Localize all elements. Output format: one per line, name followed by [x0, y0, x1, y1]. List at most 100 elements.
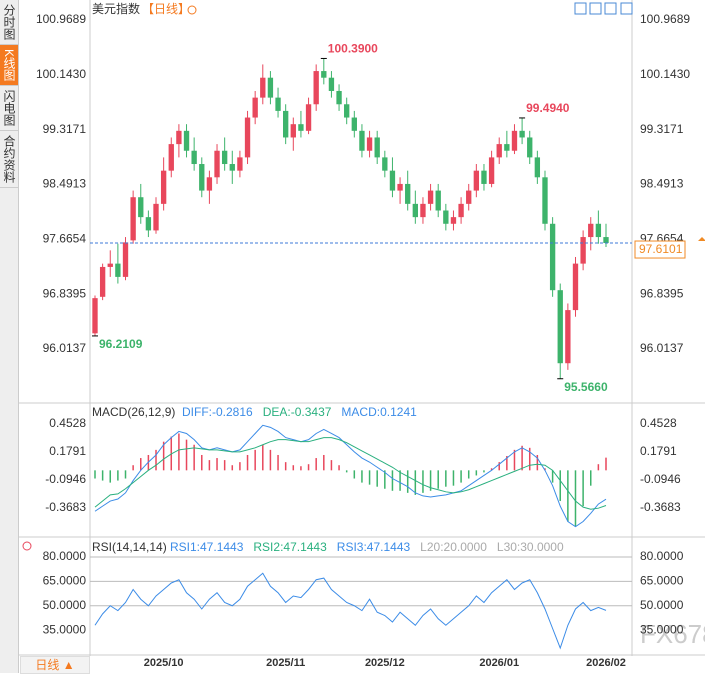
candle-body [603, 237, 609, 244]
candle-body [366, 137, 373, 151]
macd-bar [536, 454, 539, 471]
macd-bar [345, 470, 348, 473]
macd-bar [490, 468, 493, 471]
candle-body [450, 217, 457, 224]
candle-body [397, 183, 403, 191]
candle-body [275, 97, 281, 111]
macd-bar [284, 462, 287, 471]
y-tick-label: -0.0946 [640, 472, 681, 486]
candle-body [176, 130, 182, 145]
candle-body [221, 150, 228, 165]
candle-body [443, 210, 449, 224]
macd-bar [307, 464, 310, 471]
candle-body [580, 237, 586, 264]
annotation-label: 99.4940 [526, 101, 570, 115]
macd-bar [155, 449, 157, 471]
macd-bar [223, 460, 226, 471]
toolbar[interactable] [574, 2, 633, 15]
macd-bar [208, 460, 211, 471]
y-tick-label: 100.1430 [640, 67, 690, 81]
line [94, 437, 607, 510]
sidebar-tab[interactable]: 分时图 [0, 0, 18, 45]
candle-body [107, 263, 113, 267]
macd-bar [117, 470, 119, 481]
candle-body [473, 170, 480, 191]
candle-body [389, 170, 396, 191]
y-tick-label: 97.6654 [43, 232, 87, 246]
candle-body [260, 77, 266, 98]
candle-body [214, 150, 220, 178]
y-tick-label: 35.0000 [640, 622, 684, 636]
candle-body [122, 242, 129, 277]
macd-bar [361, 470, 363, 483]
y-tick-label: 0.4528 [640, 416, 677, 430]
macd-bar [201, 454, 203, 471]
macd-bar [460, 470, 462, 483]
candle-body [237, 157, 243, 171]
y-tick-label: 99.3171 [43, 122, 87, 136]
candle-body [145, 217, 152, 231]
legend-entry: L20:20.0000 [420, 540, 487, 554]
legend-entry: DIFF:-0.2816 [182, 405, 253, 419]
legend-entry: MACD:0.1241 [341, 405, 417, 419]
candle-body [206, 177, 213, 191]
candle-body [321, 71, 327, 78]
annotation-label: 95.5660 [564, 380, 608, 394]
x-tick-label: 2025/11 [266, 657, 305, 669]
macd-bar [109, 470, 112, 483]
candle-body [191, 150, 197, 165]
candle-body [534, 157, 541, 178]
macd-bar [551, 470, 554, 483]
sidebar-tab[interactable]: 合约资料 [0, 131, 18, 189]
y-tick-label: 98.4913 [640, 177, 684, 191]
macd-bar [292, 465, 295, 471]
macd-bar [399, 470, 401, 491]
macd-bar [384, 470, 386, 489]
y-tick-label: 100.9689 [36, 12, 86, 26]
macd-bar [368, 470, 371, 485]
candle-body [199, 164, 205, 191]
candle-body [168, 144, 174, 171]
macd-bar [330, 460, 333, 471]
sidebar-tab[interactable]: 闪电图 [0, 86, 18, 132]
period-button[interactable]: 日线 ▲ [20, 656, 90, 674]
y-tick-label: 100.9689 [640, 12, 690, 26]
candle-body [542, 177, 548, 224]
macd-bar [246, 454, 249, 471]
macd-bar [193, 444, 195, 471]
annotation-label: 100.3900 [328, 42, 378, 56]
macd-bar [574, 470, 577, 527]
candle-body [160, 170, 167, 204]
candle-body [267, 77, 274, 98]
sidebar: 分时图 K线图 闪电图 合约资料 [0, 0, 19, 673]
macd-bar [467, 470, 470, 479]
macd-bar [521, 445, 523, 471]
candle-body [153, 203, 159, 231]
settings-icon[interactable] [22, 541, 32, 551]
line [94, 572, 607, 650]
candle-body [466, 190, 472, 204]
macd-bar [544, 468, 546, 471]
candle-body [344, 104, 350, 118]
macd-bar [269, 449, 272, 471]
x-tick-label: 2026/02 [586, 657, 626, 669]
candle-body [527, 137, 533, 158]
y-tick-label: 80.0000 [640, 549, 684, 563]
add-icon[interactable] [187, 5, 197, 15]
candle-body [565, 310, 571, 364]
candle-body [595, 223, 602, 238]
period: 【日线】 [142, 2, 190, 16]
candle-body [481, 170, 487, 184]
macd-bar [124, 470, 127, 479]
macd-bar [178, 433, 180, 471]
candle-body [572, 263, 579, 311]
sidebar-tab[interactable]: K线图 [0, 45, 18, 87]
candle-body [374, 137, 380, 158]
candle-body [99, 266, 106, 297]
x-tick-label: 2025/10 [144, 657, 184, 669]
macd-bar [567, 470, 569, 522]
macd-bar [437, 470, 439, 489]
macd-bar [140, 458, 142, 471]
watermark: FX678 [640, 619, 705, 649]
